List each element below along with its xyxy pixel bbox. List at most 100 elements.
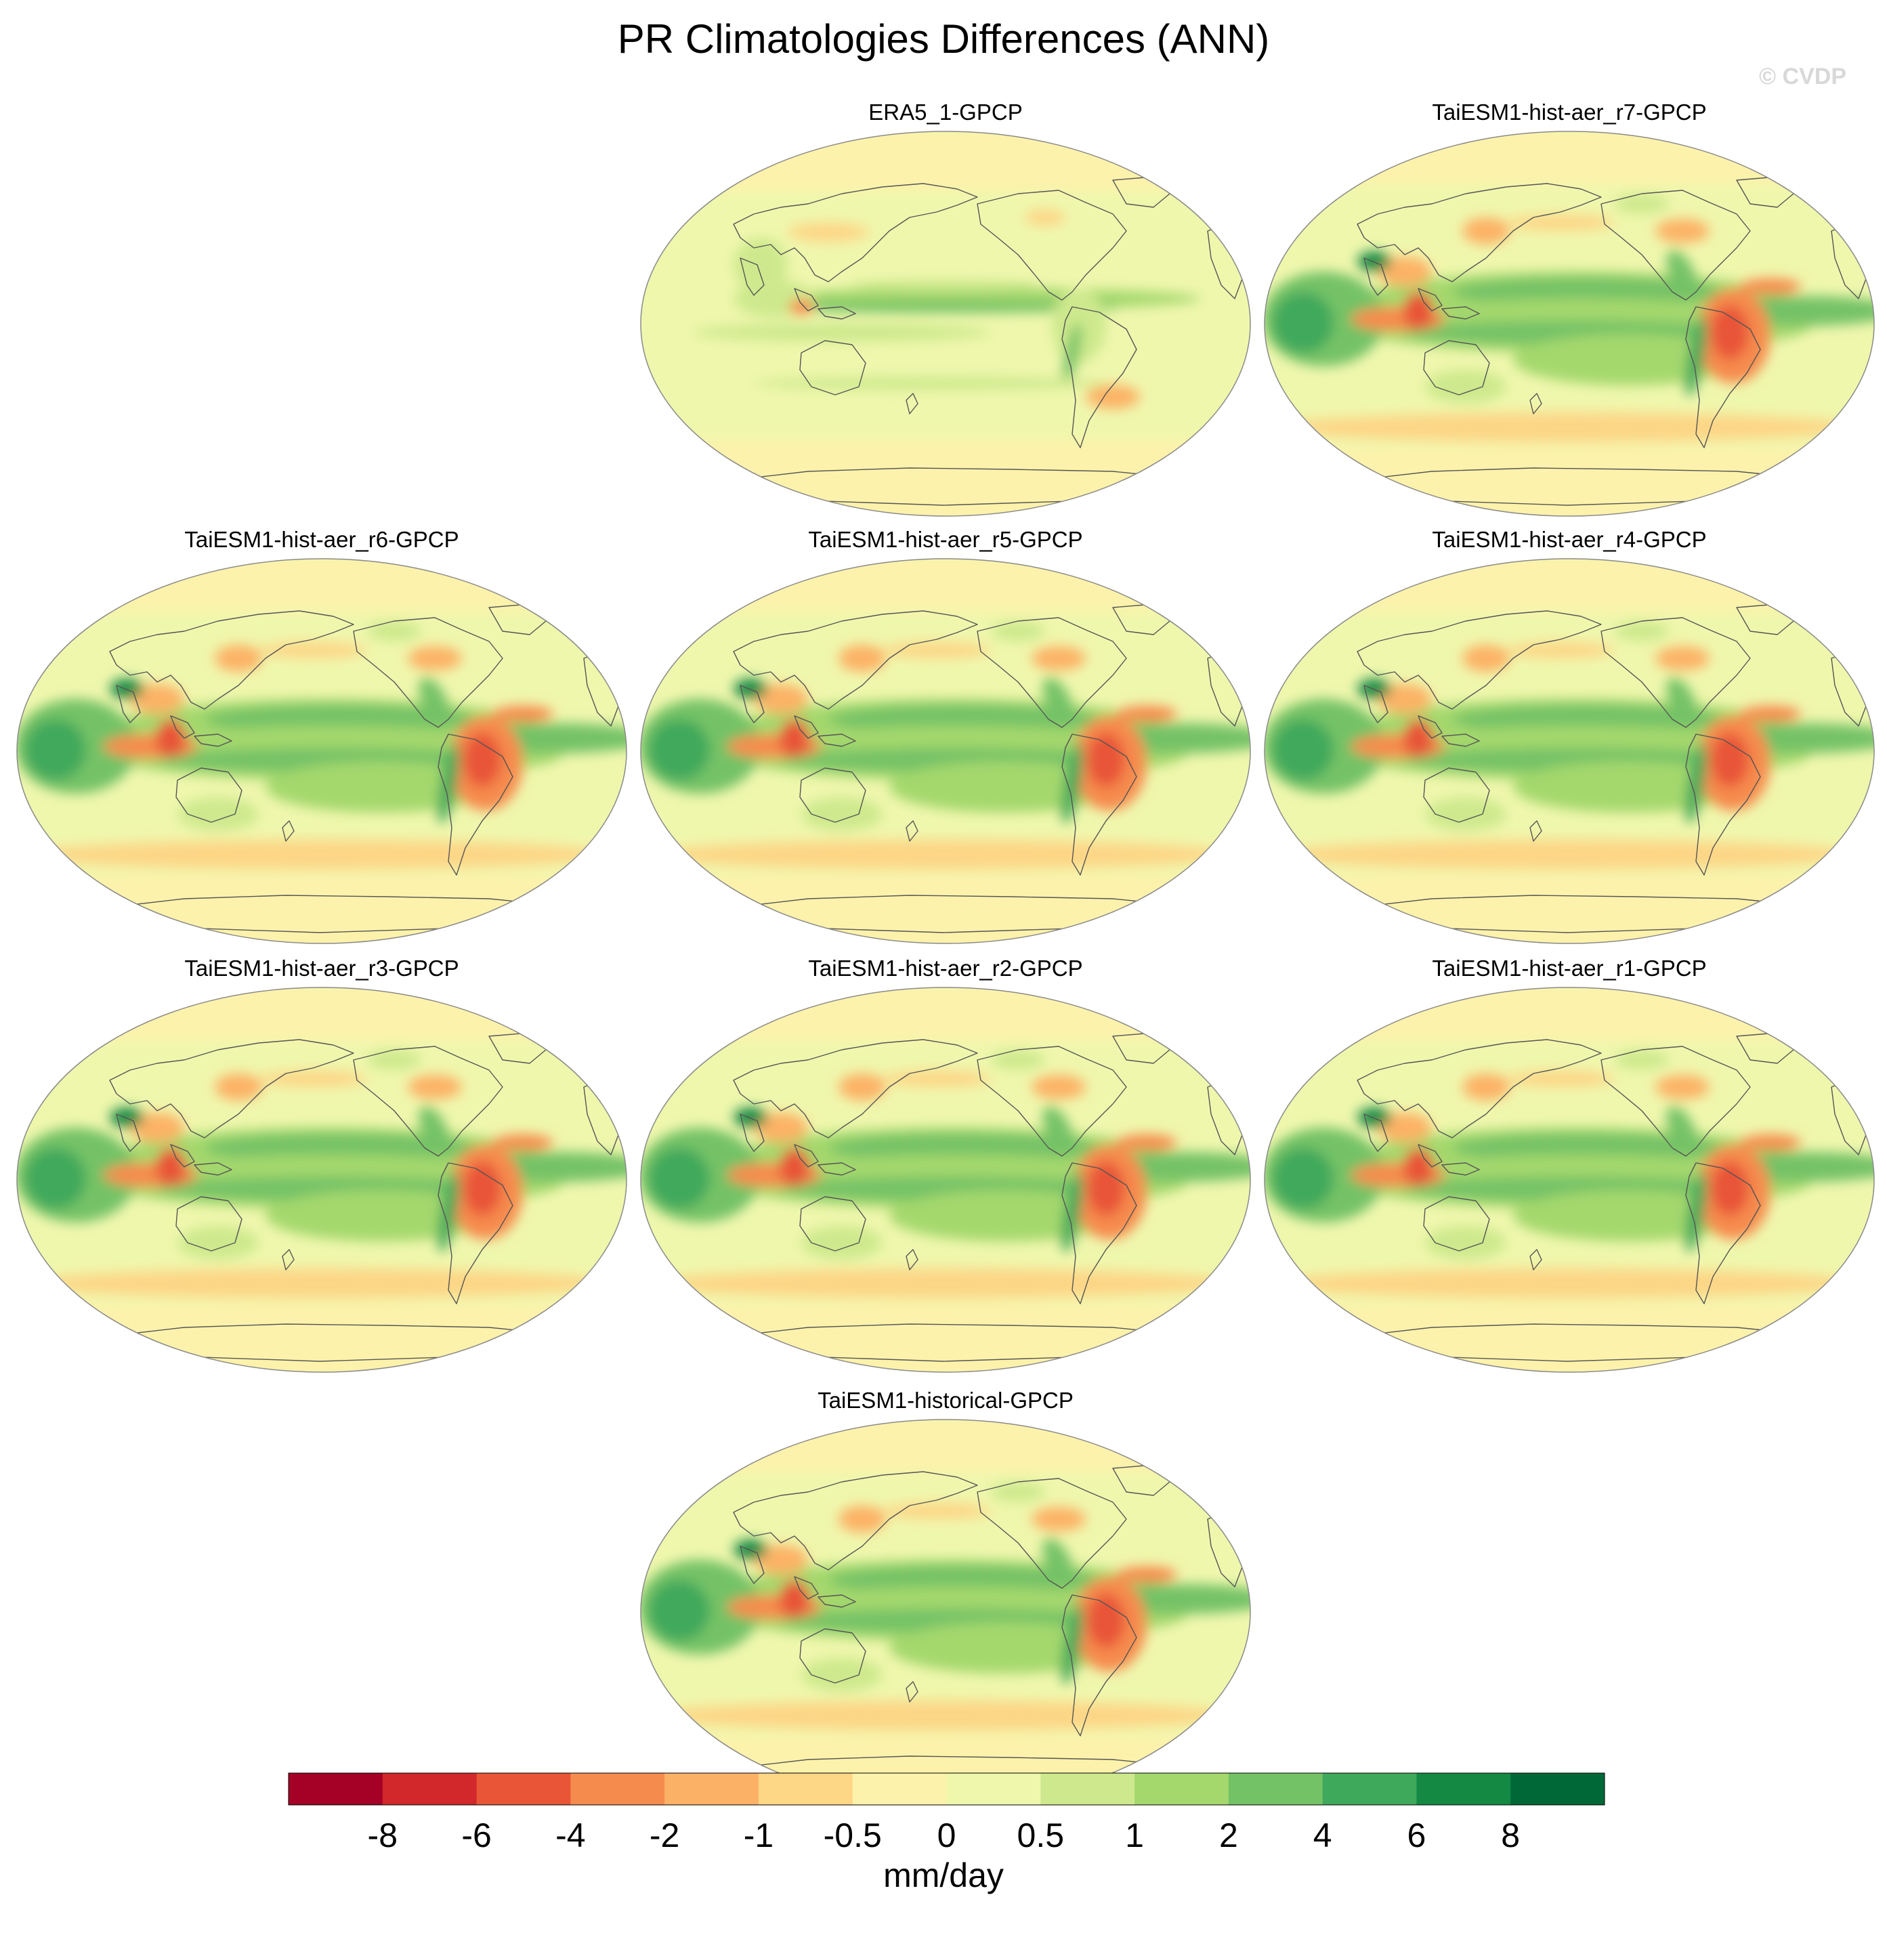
anomaly-blob — [693, 323, 991, 342]
coastline — [109, 1039, 354, 1138]
anomaly-blob — [1615, 621, 1669, 641]
robinson-map — [640, 131, 1251, 517]
anomaly-blob — [1403, 292, 1433, 330]
anomaly-blob — [754, 684, 808, 714]
anomaly-blob — [130, 684, 184, 714]
coastline — [818, 306, 856, 320]
anomaly-blob — [1042, 1105, 1075, 1157]
anomaly-blob — [839, 645, 886, 672]
anomaly-blob — [1116, 1134, 1177, 1151]
coastline — [818, 1162, 856, 1176]
coastline — [799, 767, 866, 823]
anomaly-blob — [1378, 1113, 1432, 1143]
coastline — [1423, 340, 1490, 396]
anomaly-blob — [438, 743, 459, 824]
anomaly-blob — [652, 840, 1235, 870]
arctic-band — [1265, 987, 1874, 1040]
map-panel-r3: TaiESM1-hist-aer_r3-GPCP — [15, 955, 629, 1375]
anomaly-blob — [849, 280, 1038, 291]
anomaly-blob — [1506, 1071, 1615, 1087]
map-panel-r4: TaiESM1-hist-aer_r4-GPCP — [1263, 526, 1876, 946]
anomaly-blob — [367, 621, 421, 641]
anomaly-blob — [1032, 646, 1086, 670]
anomaly-blob — [991, 1050, 1045, 1070]
coastline — [1685, 733, 1761, 876]
panel-title: TaiESM1-hist-aer_r3-GPCP — [184, 956, 459, 981]
anomaly-blob — [828, 704, 1099, 734]
anomaly-blob — [1273, 1148, 1334, 1209]
colorbar-tick-label: -0.5 — [823, 1816, 882, 1854]
anomaly-blob — [110, 679, 144, 699]
anomaly-blob — [130, 1113, 184, 1143]
coastline — [1685, 1162, 1761, 1304]
anomaly-blob — [652, 1269, 1235, 1298]
map-field — [641, 559, 1250, 943]
colorbar-tick-label: 0.5 — [1017, 1816, 1065, 1854]
anomaly-blob — [177, 797, 259, 831]
coastline — [1363, 1113, 1388, 1152]
anomaly-blob — [883, 1071, 991, 1087]
anomaly-blob — [754, 1113, 808, 1143]
coastline — [740, 257, 765, 296]
anomaly-blob — [767, 301, 1120, 313]
coastlines — [1343, 1032, 1873, 1362]
map-border — [640, 987, 1251, 1373]
arctic-band — [17, 559, 627, 611]
anomaly-blob — [1273, 719, 1334, 780]
anomaly-blob — [1711, 1162, 1749, 1216]
anomaly-blob — [156, 1148, 186, 1186]
coastline — [175, 1196, 242, 1252]
coastline — [1600, 1046, 1751, 1157]
antarctic-band — [17, 1304, 627, 1372]
coastline — [1061, 733, 1137, 876]
map-field — [17, 559, 627, 943]
anomaly-blob — [408, 1075, 462, 1099]
anomaly-blob — [1452, 704, 1723, 734]
panel-title: TaiESM1-hist-aer_r6-GPCP — [184, 527, 459, 552]
map-field — [641, 1420, 1250, 1804]
coastline — [1363, 685, 1388, 723]
anomaly-blob — [649, 1148, 710, 1209]
anomaly-blob — [801, 1658, 883, 1692]
coastline — [906, 820, 918, 842]
anomaly-blob — [734, 679, 767, 699]
coastline — [109, 610, 354, 710]
robinson-map — [1264, 131, 1875, 517]
anomaly-blob — [1032, 1075, 1086, 1099]
panel-title: TaiESM1-hist-aer_r5-GPCP — [808, 527, 1083, 552]
figure-title: PR Climatologies Differences (ANN) — [617, 16, 1270, 62]
arctic-band — [1265, 131, 1874, 184]
anomaly-blob — [789, 299, 813, 315]
coastline — [1418, 288, 1443, 312]
anomaly-blob — [367, 1050, 421, 1070]
anomaly-blob — [1655, 646, 1710, 670]
colorbar-units-label: mm/day — [883, 1856, 1004, 1894]
anomaly-blob — [1116, 1567, 1177, 1583]
anomaly-blob — [419, 1105, 451, 1157]
anomaly-blob — [215, 1073, 262, 1101]
anomaly-blob — [649, 719, 710, 780]
anomaly-blob — [259, 642, 367, 658]
antarctic-band — [1265, 448, 1874, 516]
anomaly-blob — [156, 719, 186, 757]
robinson-map — [640, 987, 1251, 1373]
anomaly-blob — [801, 797, 883, 831]
coastline — [799, 1628, 866, 1684]
anomaly-blob — [205, 704, 475, 734]
anomaly-blob — [1116, 706, 1177, 722]
coastline — [1357, 1039, 1602, 1138]
coastline — [282, 1249, 295, 1271]
anomaly-blob — [205, 1133, 475, 1163]
anomaly-blob — [25, 719, 86, 780]
coastline — [733, 183, 978, 282]
antarctic-band — [641, 441, 1250, 516]
anomaly-blob — [1462, 217, 1510, 244]
map-panel-r6: TaiESM1-hist-aer_r6-GPCP — [15, 526, 629, 946]
coastline — [1441, 306, 1480, 320]
colorbar-tick-label: 4 — [1313, 1816, 1332, 1854]
anomaly-blob — [1378, 257, 1432, 286]
coastline — [1600, 617, 1751, 728]
coastline — [1357, 183, 1602, 282]
coastline — [906, 393, 918, 414]
coastline — [282, 820, 295, 842]
